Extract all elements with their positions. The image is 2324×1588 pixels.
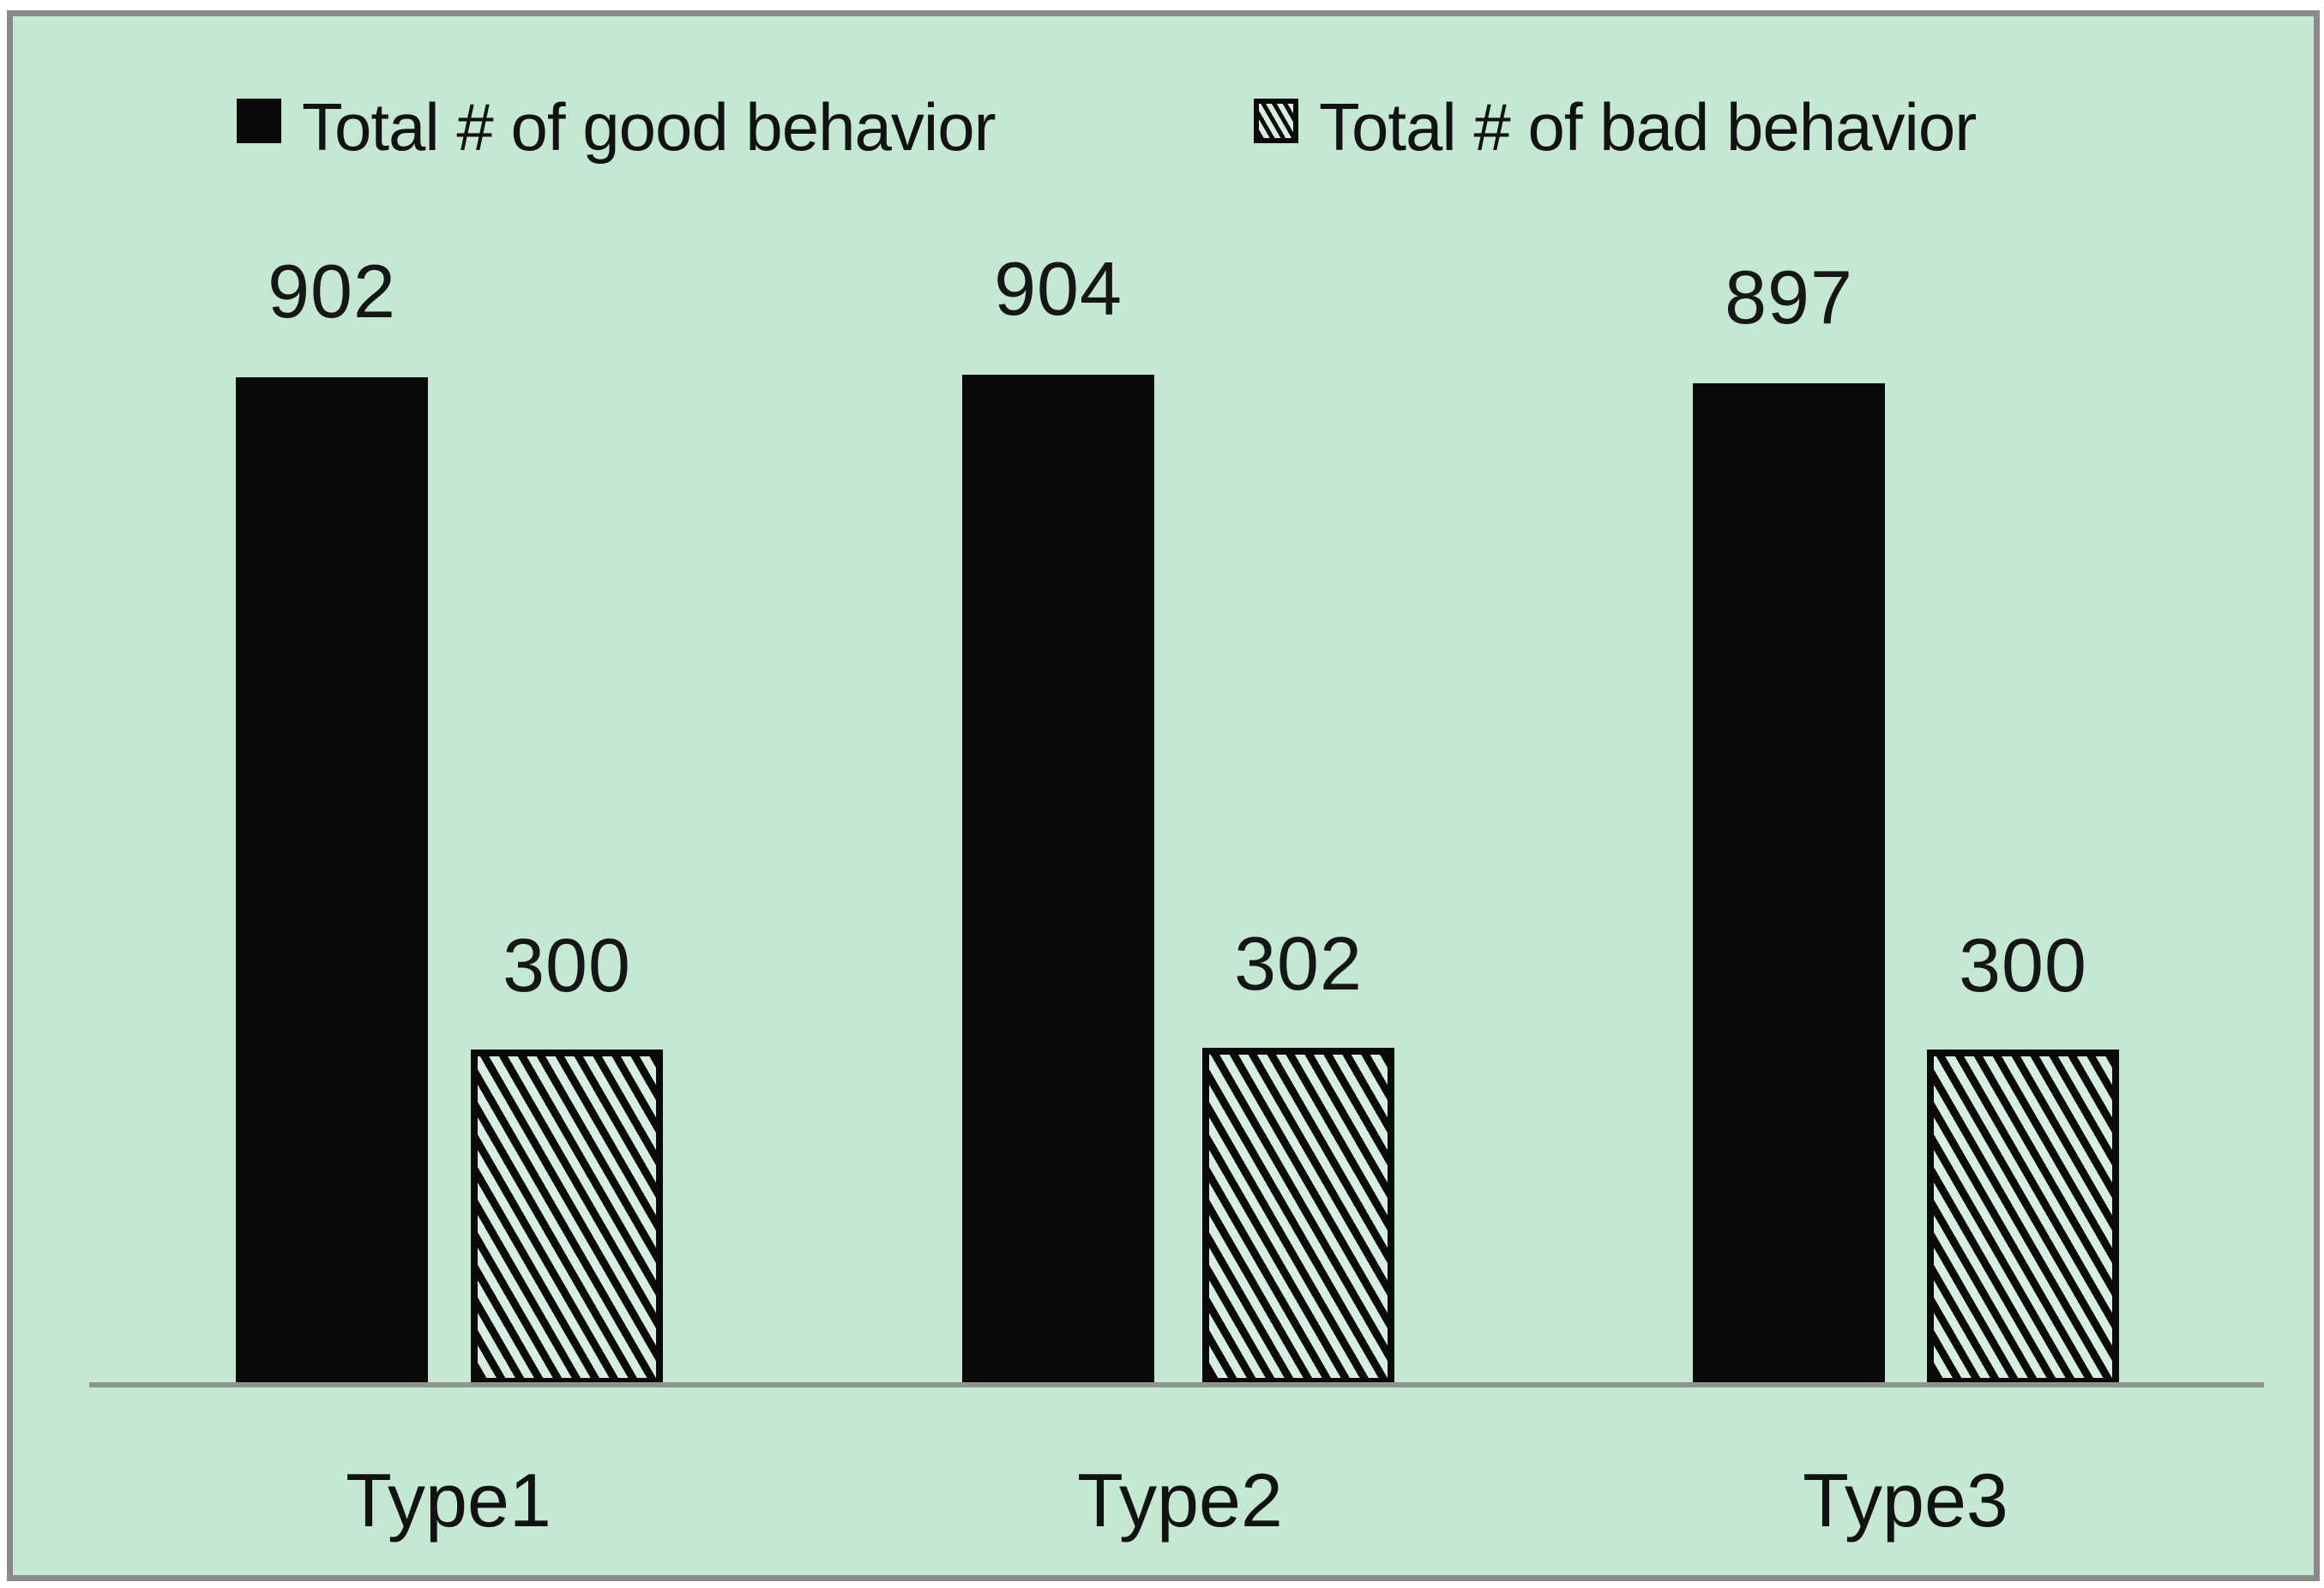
category-label-type3: Type3 [1803,1458,2008,1543]
value-label-good-type3: 897 [1725,255,1853,340]
value-label-bad-type1: 300 [503,923,631,1008]
bar-bad-type2 [1202,1048,1394,1385]
category-label-type2: Type2 [1077,1458,1283,1543]
value-label-good-type1: 902 [268,249,396,334]
legend-label-good: Total # of good behavior [302,89,996,165]
value-label-good-type2: 904 [994,246,1123,331]
bar-good-type3 [1693,383,1885,1385]
x-axis-line [89,1382,2264,1387]
category-label-type1: Type1 [346,1458,551,1543]
value-label-bad-type3: 300 [1959,923,2087,1008]
value-label-bad-type2: 302 [1234,921,1363,1006]
bar-good-type2 [962,375,1154,1385]
legend-label-bad: Total # of bad behavior [1319,89,1977,165]
bad-series-swatch-icon [1254,99,1298,143]
bar-bad-type1 [471,1050,663,1385]
good-series-swatch-icon [237,99,281,143]
bar-good-type1 [236,377,428,1385]
bar-bad-type3 [1927,1050,2119,1385]
